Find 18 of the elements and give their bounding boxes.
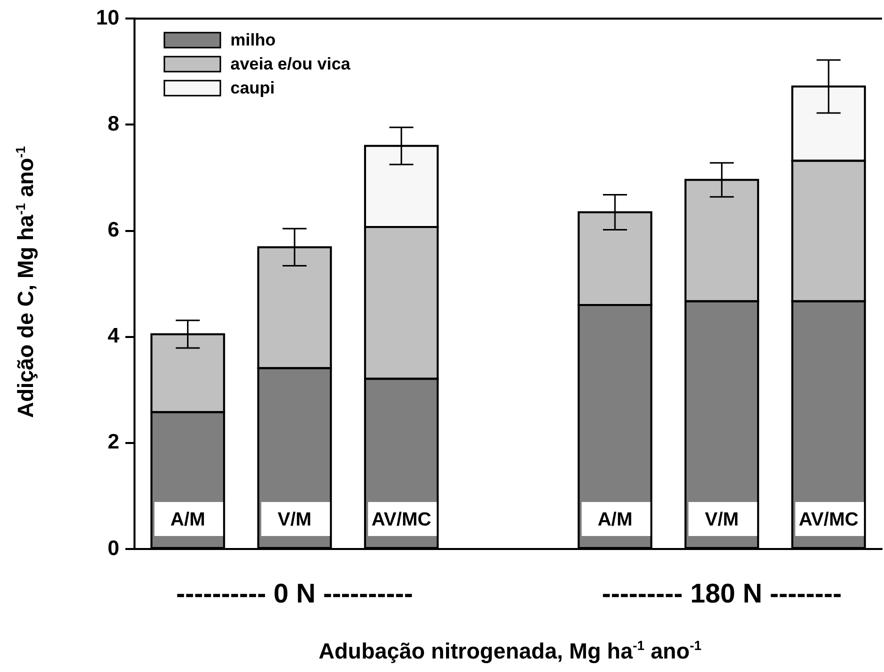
x-tick-label: AV/MC (371, 510, 432, 531)
text: --------- 180 N -------- (602, 578, 842, 608)
y-tick-label: 2 (108, 430, 120, 454)
x-tick-label: A/M (170, 510, 206, 531)
x-tick-label: V/M (278, 510, 312, 531)
x-axis-title: Adubação nitrogenada, Mg ha$^{-1}$ ano$^{-1}$ (318, 638, 702, 664)
x-tick-label: AV/MC (798, 510, 859, 531)
legend-label: caupi (230, 78, 275, 98)
x-tick-label: V/M (704, 510, 739, 531)
x-tick-label: A/M (598, 510, 632, 531)
y-tick-label: 8 (108, 112, 120, 136)
text: ---------- 0 N ---------- (176, 578, 413, 608)
y-tick-label: 0 (108, 536, 120, 560)
legend-label: aveia e/ou vica (230, 54, 351, 74)
y-tick-label: 4 (108, 324, 120, 348)
y-tick-label: 10 (96, 6, 120, 30)
y-tick-label: 6 (108, 218, 120, 242)
legend-label: milho (230, 30, 276, 50)
